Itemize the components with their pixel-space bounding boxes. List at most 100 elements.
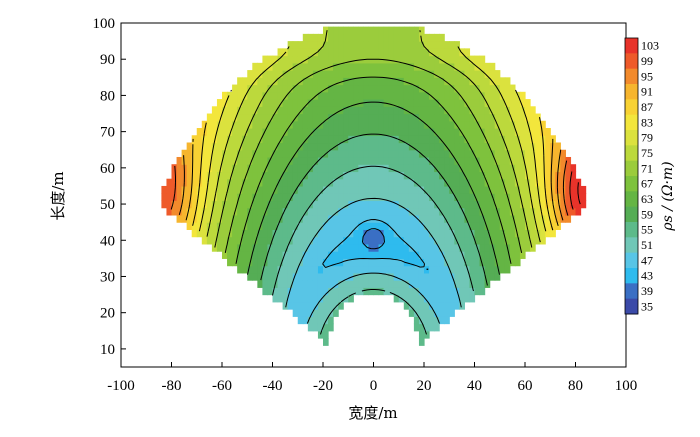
field-cell [166, 200, 173, 209]
field-cell [343, 149, 349, 158]
field-cell [353, 214, 359, 223]
colorbar-swatch [625, 68, 638, 85]
field-cell [358, 41, 364, 49]
field-cell [287, 77, 294, 86]
field-cell [525, 222, 531, 230]
field-cell [449, 128, 455, 136]
field-cell [282, 280, 289, 288]
field-cell [237, 214, 243, 223]
field-cell [469, 294, 476, 303]
field-cell [338, 207, 344, 216]
field-cell [328, 113, 334, 122]
field-cell [247, 200, 253, 209]
field-cell [444, 236, 450, 245]
field-cell [393, 294, 400, 303]
field-cell [550, 171, 556, 180]
field-cell [454, 48, 460, 57]
field-cell [312, 41, 319, 49]
field-cell [302, 280, 309, 288]
field-cell [267, 200, 274, 209]
field-cell [393, 120, 400, 129]
field-cell [302, 120, 309, 129]
field-cell [237, 236, 243, 245]
field-cell [282, 164, 289, 173]
field-cell [408, 55, 415, 64]
field-cell [292, 120, 299, 129]
field-cell [282, 70, 289, 78]
field-cell [393, 77, 400, 86]
field-cell [277, 294, 284, 303]
field-cell [413, 99, 420, 107]
field-cell [292, 84, 299, 93]
field-cell [413, 171, 420, 180]
field-cell [312, 48, 319, 57]
field-cell [424, 106, 430, 115]
field-cell [494, 77, 501, 86]
field-cell [272, 91, 279, 100]
field-cell [525, 200, 531, 209]
field-cell [403, 62, 410, 71]
field-cell [514, 222, 521, 230]
field-cell [282, 265, 289, 274]
field-cell [373, 26, 380, 35]
field-cell [464, 149, 471, 158]
field-cell [328, 26, 334, 35]
field-cell [307, 193, 314, 202]
field-cell [257, 156, 263, 165]
field-cell [292, 156, 299, 165]
field-cell [328, 33, 334, 42]
field-cell [328, 323, 334, 332]
field-cell [287, 48, 294, 57]
field-cell [444, 222, 450, 230]
field-cell [353, 185, 359, 194]
field-cell [429, 243, 435, 252]
field-cell [580, 185, 587, 194]
field-cell [206, 113, 213, 122]
field-cell [338, 26, 344, 35]
field-cell [373, 193, 380, 202]
field-cell [474, 142, 481, 151]
field-cell [312, 323, 319, 332]
field-cell [499, 164, 506, 173]
field-cell [519, 178, 526, 187]
field-cell [530, 149, 536, 158]
field-cell [393, 214, 400, 223]
field-cell [201, 171, 208, 180]
field-cell [227, 106, 233, 115]
field-cell [449, 91, 455, 100]
field-cell [297, 309, 304, 317]
contour-lines [170, 30, 581, 335]
field-cell [459, 265, 465, 274]
field-cell [312, 243, 319, 252]
field-cell [403, 251, 410, 259]
field-cell [343, 265, 349, 274]
field-cell [449, 258, 455, 267]
field-cell [333, 258, 339, 267]
field-cell [216, 243, 223, 252]
field-cell [282, 200, 289, 209]
field-cell [242, 171, 248, 180]
field-cell [403, 185, 410, 194]
field-cell [338, 77, 344, 86]
field-cell [439, 120, 445, 129]
field-cell [459, 91, 465, 100]
field-cell [530, 106, 536, 115]
field-cell [545, 128, 551, 136]
field-cell [424, 164, 430, 173]
field-cell [227, 99, 233, 107]
field-cell [242, 99, 248, 107]
field-cell [262, 55, 269, 64]
field-cell [252, 200, 258, 209]
field-cell [328, 164, 334, 173]
field-cell [449, 41, 455, 49]
field-cell [222, 214, 228, 223]
field-cell [393, 149, 400, 158]
field-cell [373, 62, 380, 71]
field-cell [514, 113, 521, 122]
field-cell [378, 214, 385, 223]
field-cell [206, 200, 213, 209]
field-cell [297, 222, 304, 230]
field-cell [222, 91, 228, 100]
field-cell [418, 135, 425, 144]
field-cell [454, 149, 460, 158]
